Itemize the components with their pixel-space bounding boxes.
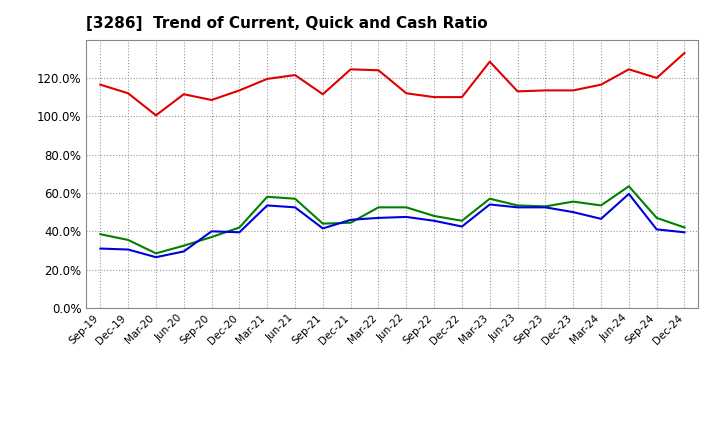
Quick Ratio [485,196,494,202]
Current Ratio [513,89,522,94]
Cash Ratio [263,203,271,208]
Line: Current Ratio: Current Ratio [100,53,685,115]
Cash Ratio [458,224,467,229]
Current Ratio [374,68,383,73]
Current Ratio [263,76,271,81]
Cash Ratio [485,202,494,207]
Current Ratio [179,92,188,97]
Quick Ratio [207,235,216,240]
Cash Ratio [96,246,104,251]
Current Ratio [124,91,132,96]
Current Ratio [207,97,216,103]
Quick Ratio [152,251,161,256]
Cash Ratio [680,230,689,235]
Current Ratio [430,95,438,100]
Quick Ratio [263,194,271,199]
Cash Ratio [513,205,522,210]
Current Ratio [318,92,327,97]
Cash Ratio [179,249,188,254]
Cash Ratio [402,214,410,220]
Line: Cash Ratio: Cash Ratio [100,194,685,257]
Current Ratio [152,113,161,118]
Quick Ratio [291,196,300,202]
Cash Ratio [124,247,132,252]
Quick Ratio [569,199,577,204]
Line: Quick Ratio: Quick Ratio [100,186,685,253]
Quick Ratio [235,225,243,230]
Cash Ratio [569,209,577,215]
Current Ratio [402,91,410,96]
Cash Ratio [541,205,550,210]
Cash Ratio [207,229,216,234]
Current Ratio [96,82,104,87]
Quick Ratio [541,204,550,209]
Current Ratio [680,50,689,55]
Quick Ratio [374,205,383,210]
Current Ratio [652,75,661,81]
Current Ratio [569,88,577,93]
Quick Ratio [652,215,661,220]
Quick Ratio [680,225,689,230]
Quick Ratio [96,231,104,237]
Current Ratio [485,59,494,64]
Quick Ratio [458,218,467,224]
Quick Ratio [124,237,132,242]
Text: [3286]  Trend of Current, Quick and Cash Ratio: [3286] Trend of Current, Quick and Cash … [86,16,488,32]
Cash Ratio [374,215,383,220]
Cash Ratio [624,191,633,197]
Quick Ratio [402,205,410,210]
Cash Ratio [597,216,606,221]
Current Ratio [291,73,300,78]
Quick Ratio [179,243,188,248]
Cash Ratio [430,218,438,224]
Cash Ratio [346,217,355,223]
Cash Ratio [152,255,161,260]
Cash Ratio [291,205,300,210]
Current Ratio [597,82,606,87]
Quick Ratio [513,203,522,208]
Cash Ratio [235,230,243,235]
Quick Ratio [346,220,355,225]
Current Ratio [346,67,355,72]
Current Ratio [458,95,467,100]
Quick Ratio [318,221,327,226]
Current Ratio [235,88,243,93]
Quick Ratio [430,213,438,219]
Quick Ratio [624,183,633,189]
Cash Ratio [652,227,661,232]
Quick Ratio [597,203,606,208]
Current Ratio [624,67,633,72]
Current Ratio [541,88,550,93]
Cash Ratio [318,226,327,231]
